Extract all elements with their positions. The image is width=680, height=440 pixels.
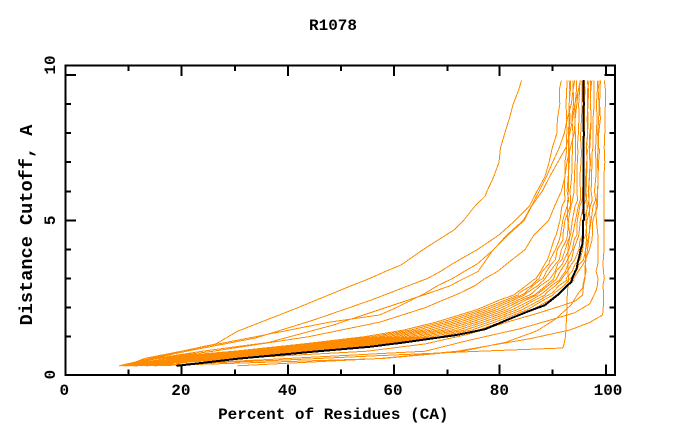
- svg-text:0: 0: [42, 370, 60, 380]
- svg-text:0: 0: [59, 382, 69, 400]
- svg-text:20: 20: [171, 382, 190, 400]
- svg-text:5: 5: [42, 215, 60, 225]
- svg-text:R1078: R1078: [309, 17, 357, 35]
- svg-text:10: 10: [42, 55, 60, 74]
- svg-text:Distance Cutoff, A: Distance Cutoff, A: [17, 124, 38, 326]
- svg-text:60: 60: [383, 382, 402, 400]
- svg-text:40: 40: [278, 382, 297, 400]
- svg-text:100: 100: [594, 382, 623, 400]
- svg-text:80: 80: [490, 382, 509, 400]
- svg-text:Percent of Residues (CA): Percent of Residues (CA): [218, 406, 448, 424]
